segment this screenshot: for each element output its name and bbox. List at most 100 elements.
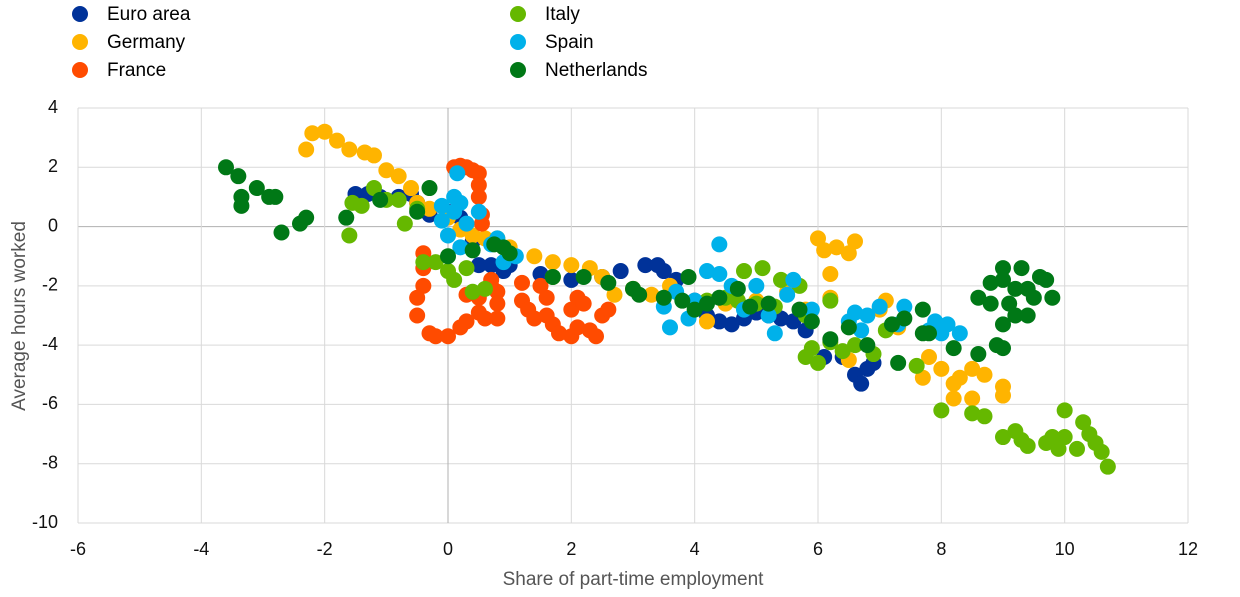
legend-label: Netherlands (545, 60, 647, 81)
point (933, 402, 950, 419)
point (742, 298, 759, 315)
point (415, 254, 432, 271)
x-tick-label: -2 (317, 539, 333, 559)
point (1056, 402, 1073, 419)
point (366, 147, 382, 164)
point (945, 340, 962, 357)
point (834, 343, 851, 360)
point (1007, 307, 1024, 324)
point (908, 357, 925, 374)
point (233, 197, 250, 214)
point (440, 248, 456, 265)
point (403, 180, 419, 197)
x-tick-label: 10 (1055, 539, 1075, 559)
point (816, 242, 833, 259)
point (711, 236, 728, 253)
point (773, 310, 789, 327)
point (785, 313, 802, 330)
point (390, 168, 407, 185)
point (995, 260, 1011, 277)
point (1001, 295, 1018, 312)
point (470, 203, 487, 220)
point (409, 289, 426, 306)
point (871, 298, 888, 315)
point (341, 141, 358, 158)
point (409, 307, 426, 324)
point (551, 325, 567, 342)
point (452, 239, 469, 256)
point (890, 354, 907, 371)
point (477, 280, 493, 297)
point (699, 313, 715, 330)
y-tick-label: -6 (42, 393, 58, 413)
legend-marker (510, 34, 526, 50)
point (449, 165, 466, 182)
point (674, 292, 691, 309)
point (588, 328, 604, 345)
legend-marker (72, 6, 88, 22)
point (766, 325, 783, 342)
legend-label: Germany (107, 32, 186, 53)
point (458, 260, 475, 277)
plot-points (218, 123, 1116, 475)
point (1050, 440, 1067, 457)
point (563, 301, 580, 318)
point (951, 325, 968, 342)
point (662, 319, 678, 336)
point (1013, 260, 1030, 277)
point (699, 295, 715, 312)
point (699, 263, 715, 280)
point (921, 349, 937, 365)
point (440, 227, 456, 244)
x-tick-label: -6 (70, 539, 86, 559)
point (1093, 443, 1110, 460)
point (415, 277, 432, 294)
point (316, 123, 333, 140)
point (964, 405, 981, 422)
point (945, 390, 962, 407)
point (600, 301, 617, 318)
point (822, 331, 839, 348)
point (847, 233, 863, 250)
point (964, 360, 981, 377)
legend-label: Italy (545, 4, 580, 25)
point (304, 125, 321, 142)
y-tick-label: -2 (42, 275, 58, 295)
point (853, 322, 870, 339)
point (1019, 437, 1036, 454)
point (803, 301, 820, 318)
point (458, 215, 475, 232)
point (1069, 440, 1085, 457)
point (421, 200, 438, 217)
point (791, 301, 808, 318)
point (544, 268, 561, 285)
point (396, 215, 413, 232)
point (1056, 429, 1073, 446)
x-tick-label: 8 (936, 539, 946, 559)
point (470, 257, 487, 274)
point (859, 307, 876, 324)
point (914, 301, 931, 318)
point (248, 180, 265, 197)
point (501, 245, 518, 262)
point (267, 188, 284, 205)
point (810, 354, 826, 371)
point (995, 387, 1011, 404)
point (458, 313, 475, 330)
point (729, 280, 746, 297)
point (711, 266, 728, 282)
point (470, 165, 487, 182)
point (921, 325, 937, 342)
point (464, 283, 481, 300)
point (853, 375, 870, 392)
point (366, 180, 382, 197)
point (847, 337, 863, 354)
y-tick-label: 0 (48, 215, 58, 235)
x-axis-title: Share of part-time employment (503, 569, 765, 590)
point (982, 274, 999, 291)
point (822, 266, 839, 282)
point (995, 340, 1011, 357)
x-tick-label: 6 (813, 539, 823, 559)
